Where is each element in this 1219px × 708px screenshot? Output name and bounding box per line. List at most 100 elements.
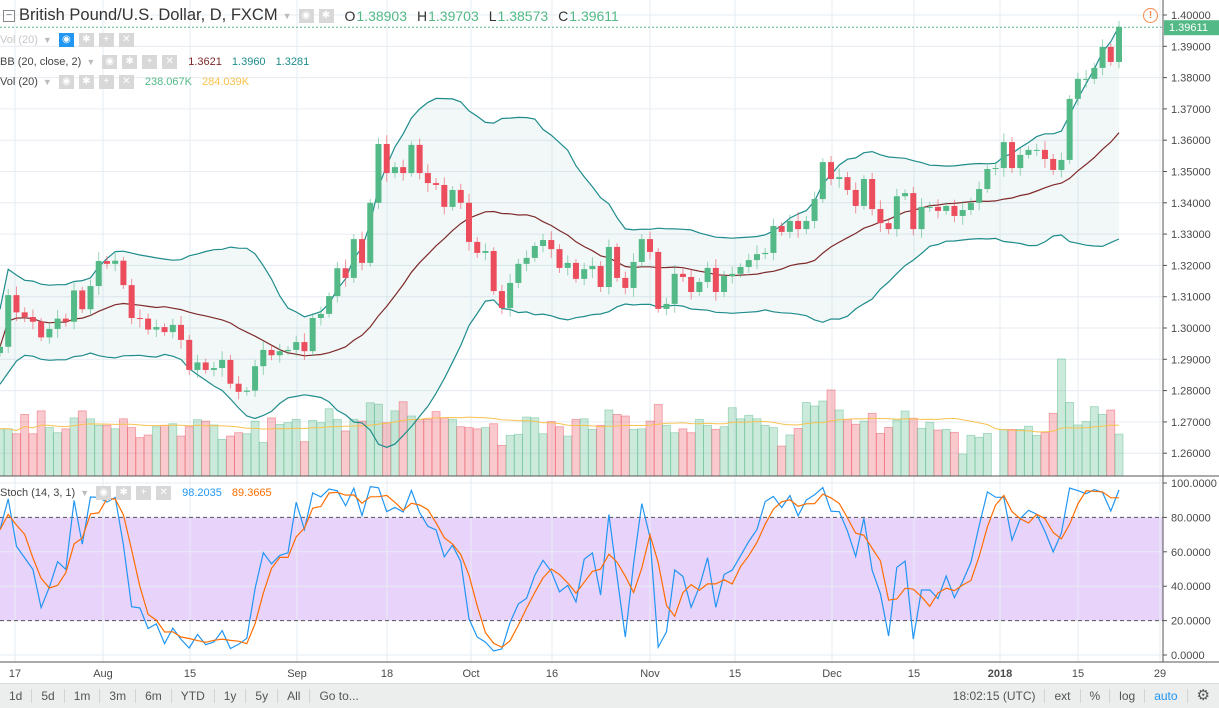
range-1d[interactable]: 1d: [0, 689, 33, 703]
volume-bar: [917, 427, 926, 477]
price-tick-label: 1.37000: [1171, 104, 1211, 116]
volume-bar: [752, 418, 762, 477]
candle-body: [301, 342, 308, 352]
candle-body: [1099, 46, 1106, 68]
candle-body: [194, 362, 201, 370]
auto-toggle[interactable]: auto: [1145, 689, 1188, 703]
candle-body: [531, 245, 538, 258]
volume-bar: [209, 424, 219, 477]
gear-icon[interactable]: ✱: [116, 486, 132, 500]
close-icon[interactable]: ✕: [162, 55, 178, 69]
chevron-down-icon[interactable]: ▼: [86, 57, 96, 67]
plus-icon[interactable]: +: [142, 55, 158, 69]
range-ytd[interactable]: YTD: [172, 689, 215, 703]
volume-bar: [160, 424, 169, 477]
volume-bar: [1114, 433, 1124, 477]
chevron-down-icon[interactable]: ▼: [80, 488, 90, 498]
chart-canvas[interactable]: 1.40000 1.39000 1.38000 1.37000 1.36000 1.350…: [0, 0, 1219, 683]
plus-icon[interactable]: +: [136, 486, 152, 500]
collapse-icon[interactable]: −: [3, 9, 15, 22]
candle-body: [729, 273, 736, 277]
settings-gear-icon[interactable]: ⚙: [1196, 687, 1210, 704]
volume-bar: [1089, 406, 1099, 477]
volume-bar: [1048, 412, 1058, 477]
candle-body: [679, 273, 686, 277]
range-5y[interactable]: 5y: [246, 689, 279, 703]
chevron-down-icon[interactable]: ▼: [282, 10, 292, 21]
candle: [95, 252, 102, 295]
close-icon[interactable]: ✕: [118, 75, 134, 89]
volume-bar: [769, 427, 778, 477]
stoch-tick-label: 80.0000: [1171, 512, 1211, 524]
candle-body: [967, 202, 974, 210]
bb-basis-value: 1.3621: [188, 56, 222, 68]
candle: [556, 244, 563, 273]
candle: [589, 257, 596, 278]
warning-icon[interactable]: !: [1143, 8, 1158, 23]
ext-toggle[interactable]: ext: [1045, 689, 1081, 703]
range-1y[interactable]: 1y: [215, 689, 247, 703]
candle-body: [507, 282, 514, 308]
candle-body: [210, 368, 217, 370]
candle: [893, 188, 900, 237]
candle: [449, 186, 456, 211]
candle: [367, 199, 374, 267]
eye-icon[interactable]: ◉: [96, 486, 112, 500]
range-5d[interactable]: 5d: [32, 689, 65, 703]
candle-body: [548, 240, 555, 250]
candle: [951, 199, 958, 223]
candle-body: [5, 295, 12, 347]
close-icon[interactable]: ✕: [118, 33, 134, 47]
percent-toggle[interactable]: %: [1081, 689, 1111, 703]
indicator-name[interactable]: Stoch (14, 3, 1): [0, 487, 76, 499]
volume-bar: [382, 422, 392, 477]
range-1m[interactable]: 1m: [65, 689, 101, 703]
chevron-down-icon[interactable]: ▼: [42, 35, 52, 45]
symbol-title[interactable]: British Pound/U.S. Dollar, D, FXCM: [19, 6, 278, 24]
indicator-name[interactable]: Vol (20): [0, 76, 38, 88]
candle-body: [1083, 78, 1090, 80]
goto-button[interactable]: Go to...: [319, 689, 359, 703]
candle: [671, 265, 678, 313]
log-toggle[interactable]: log: [1110, 689, 1146, 703]
volume-bar: [151, 426, 161, 477]
eye-icon[interactable]: ◉: [58, 75, 74, 89]
candle: [194, 354, 201, 378]
candle: [1066, 95, 1073, 164]
gear-icon[interactable]: ✱: [78, 33, 94, 47]
range-all[interactable]: All: [278, 689, 311, 703]
range-6m[interactable]: 6m: [136, 689, 172, 703]
gear-icon[interactable]: ✱: [122, 55, 138, 69]
last-price-text: 1.39611: [1169, 22, 1208, 34]
price-tick-label: 1.30000: [1171, 323, 1211, 335]
gear-icon[interactable]: ✱: [78, 75, 94, 89]
volume-bar: [20, 413, 30, 477]
close-icon[interactable]: ✕: [156, 486, 172, 500]
eye-icon[interactable]: ◉: [58, 33, 74, 47]
indicator-name[interactable]: BB (20, close, 2): [0, 56, 82, 68]
volume-bar: [234, 432, 244, 477]
plus-icon[interactable]: +: [98, 75, 114, 89]
candle-body: [828, 162, 835, 180]
candle: [400, 159, 407, 181]
volume-bar: [464, 427, 474, 477]
volume-bar: [785, 434, 795, 477]
eye-icon[interactable]: ◉: [298, 8, 314, 23]
volume-bar: [908, 417, 918, 477]
volume-bar: [851, 423, 861, 477]
volume-bar: [653, 403, 663, 477]
gear-icon[interactable]: ✱: [318, 8, 334, 23]
chevron-down-icon[interactable]: ▼: [42, 77, 52, 87]
plus-icon[interactable]: +: [98, 33, 114, 47]
candle-body: [737, 266, 744, 274]
candle-body: [408, 144, 415, 174]
volume-legend: Vol (20) ▼ ◉ ✱ + ✕ 238.067K 284.039K: [0, 75, 249, 89]
candle: [433, 178, 440, 190]
volume-bar: [86, 418, 95, 477]
clock[interactable]: 18:02:15 (UTC): [944, 689, 1046, 703]
range-3m[interactable]: 3m: [100, 689, 137, 703]
eye-icon[interactable]: ◉: [102, 55, 118, 69]
candle-body: [819, 162, 826, 200]
candle-body: [391, 167, 398, 174]
indicator-name[interactable]: Vol (20): [0, 34, 38, 46]
